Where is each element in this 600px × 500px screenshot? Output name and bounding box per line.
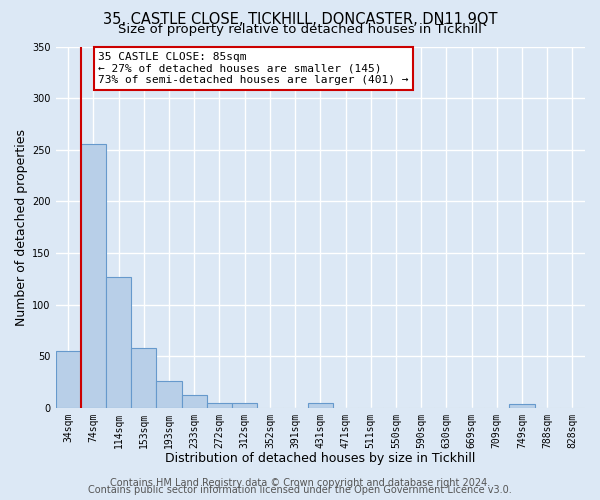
X-axis label: Distribution of detached houses by size in Tickhill: Distribution of detached houses by size …	[165, 452, 476, 465]
Bar	[182, 396, 207, 407]
Bar	[207, 402, 232, 407]
Bar	[232, 402, 257, 407]
Y-axis label: Number of detached properties: Number of detached properties	[15, 128, 28, 326]
Bar	[509, 404, 535, 407]
Bar	[308, 402, 333, 407]
Text: 35, CASTLE CLOSE, TICKHILL, DONCASTER, DN11 9QT: 35, CASTLE CLOSE, TICKHILL, DONCASTER, D…	[103, 12, 497, 28]
Bar	[81, 144, 106, 408]
Bar	[157, 381, 182, 407]
Bar	[131, 348, 157, 408]
Text: Contains HM Land Registry data © Crown copyright and database right 2024.: Contains HM Land Registry data © Crown c…	[110, 478, 490, 488]
Text: 35 CASTLE CLOSE: 85sqm
← 27% of detached houses are smaller (145)
73% of semi-de: 35 CASTLE CLOSE: 85sqm ← 27% of detached…	[98, 52, 409, 85]
Text: Contains public sector information licensed under the Open Government Licence v3: Contains public sector information licen…	[88, 485, 512, 495]
Bar	[106, 276, 131, 407]
Text: Size of property relative to detached houses in Tickhill: Size of property relative to detached ho…	[118, 24, 482, 36]
Bar	[56, 351, 81, 408]
